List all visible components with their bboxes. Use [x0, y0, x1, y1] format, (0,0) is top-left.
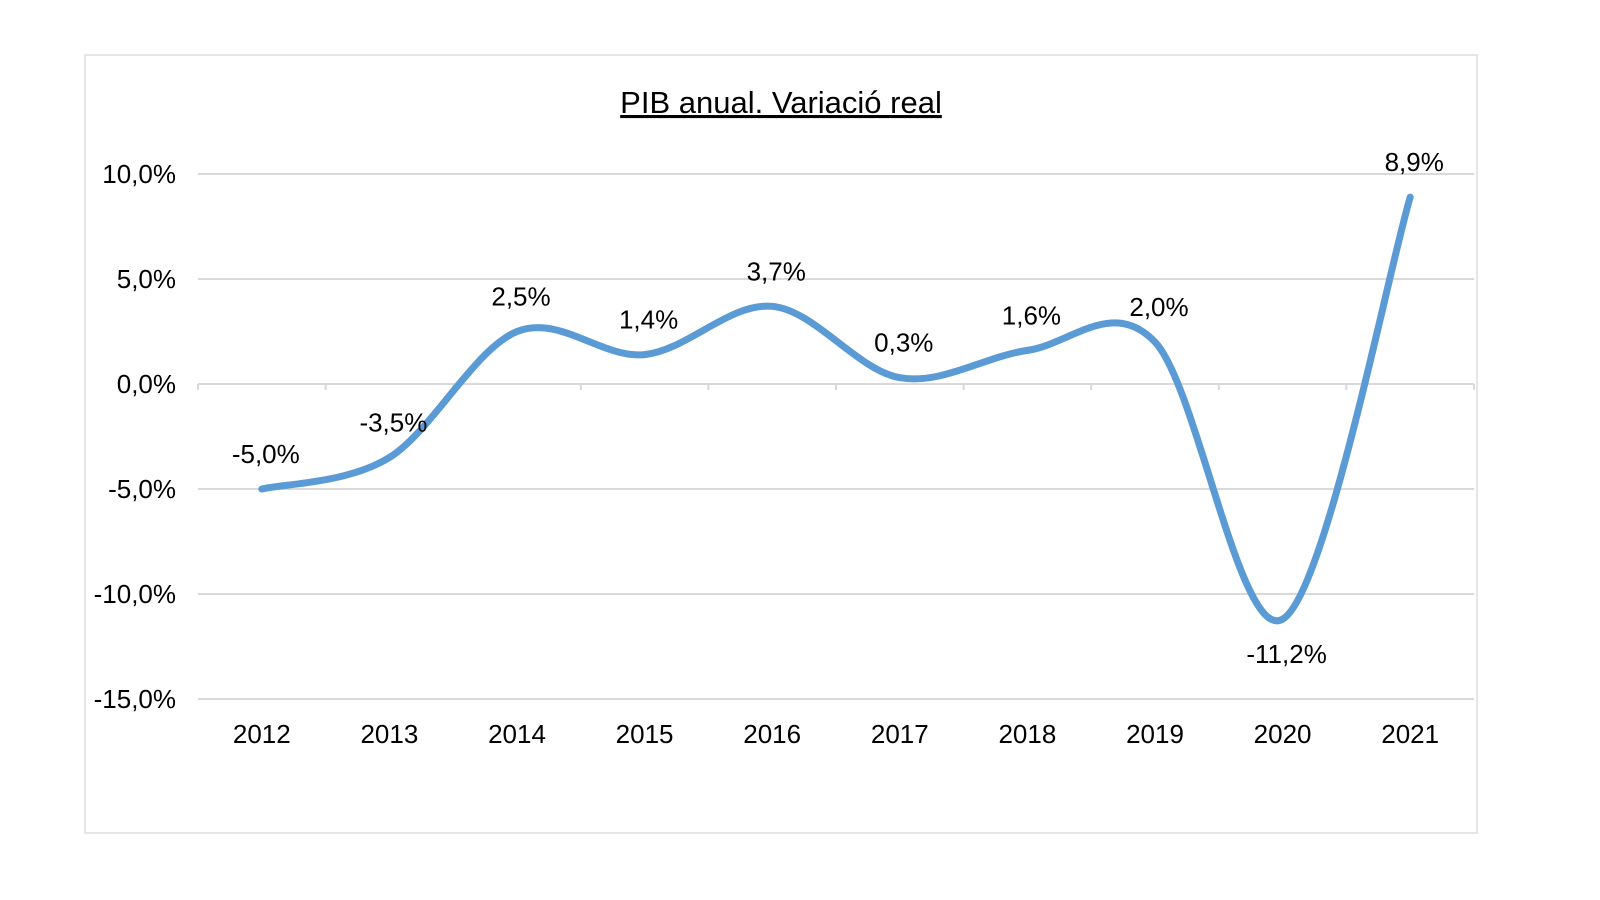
data-label: 1,4%	[619, 305, 678, 335]
data-label: 1,6%	[1002, 300, 1061, 330]
data-label: 2,5%	[491, 282, 550, 312]
x-tick-label: 2015	[616, 719, 674, 749]
x-tick-label: 2014	[488, 719, 546, 749]
y-tick-label: 10,0%	[102, 159, 176, 189]
y-tick-label: -5,0%	[108, 474, 176, 504]
data-label: -11,2%	[1246, 639, 1326, 669]
x-tick-label: 2017	[871, 719, 929, 749]
series-line	[258, 193, 1414, 625]
y-tick-label: -10,0%	[94, 579, 176, 609]
data-label: -5,0%	[232, 439, 300, 469]
x-tick-label: 2016	[743, 719, 801, 749]
data-label: 0,3%	[874, 328, 933, 358]
y-tick-label: -15,0%	[94, 684, 176, 714]
x-tick-label: 2020	[1254, 719, 1312, 749]
data-label: 8,9%	[1385, 147, 1444, 177]
data-label: 3,7%	[747, 256, 806, 286]
data-label: -3,5%	[359, 408, 427, 438]
x-tick-label: 2018	[998, 719, 1056, 749]
x-tick-label: 2021	[1381, 719, 1439, 749]
chart-title: PIB anual. Variació real	[620, 85, 942, 120]
y-tick-label: 0,0%	[117, 369, 176, 399]
x-tick-label: 2013	[360, 719, 418, 749]
chart-frame	[84, 54, 1478, 834]
y-tick-label: 5,0%	[117, 264, 176, 294]
x-tick-label: 2012	[233, 719, 291, 749]
x-tick-label: 2019	[1126, 719, 1184, 749]
data-label: 2,0%	[1129, 292, 1188, 322]
